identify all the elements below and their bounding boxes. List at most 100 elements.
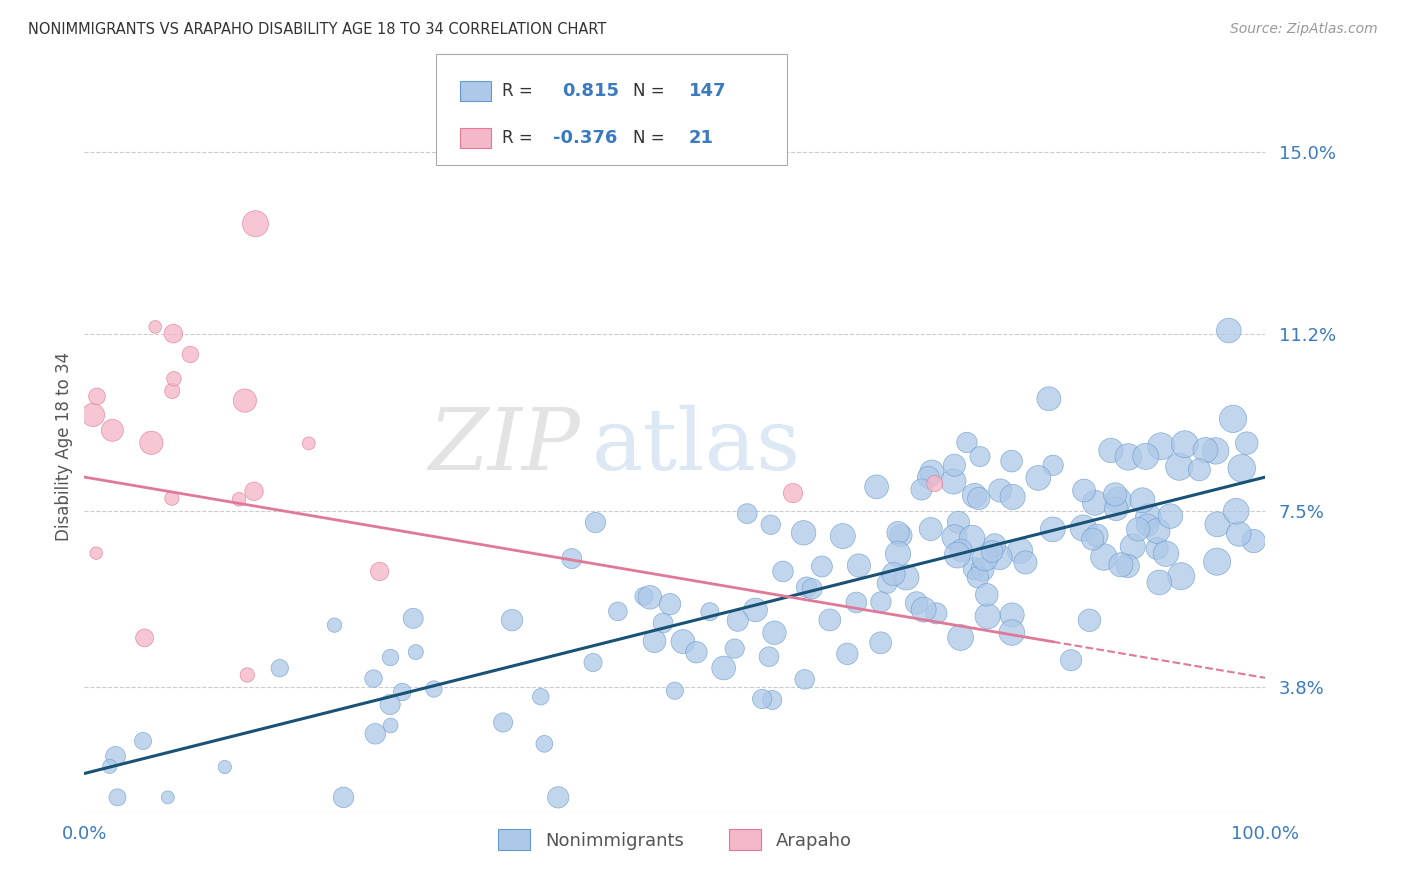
Point <box>1116 450 1139 464</box>
Point <box>1170 569 1192 583</box>
Point <box>896 570 918 584</box>
Point <box>865 480 887 494</box>
Point <box>530 690 553 704</box>
Point <box>735 507 758 521</box>
Point <box>887 547 910 561</box>
Point <box>1146 524 1168 538</box>
Point <box>1104 487 1126 501</box>
Point <box>1194 443 1216 458</box>
Point <box>156 790 179 805</box>
Point <box>1073 483 1095 498</box>
Point <box>1149 575 1171 590</box>
Point <box>245 217 267 231</box>
Point <box>1132 493 1154 508</box>
Point <box>402 611 425 625</box>
Point <box>659 597 682 611</box>
Point <box>972 563 994 577</box>
Point <box>876 576 898 591</box>
Point <box>848 558 870 573</box>
Point <box>1222 412 1244 426</box>
Point <box>160 491 183 506</box>
Point <box>585 516 607 530</box>
Point <box>943 458 966 473</box>
Point <box>547 790 569 805</box>
Point <box>925 607 948 621</box>
Point <box>1038 392 1060 406</box>
Point <box>772 565 794 579</box>
Point <box>1000 454 1022 468</box>
Point <box>163 372 186 386</box>
Point <box>672 634 695 648</box>
Point <box>1014 556 1036 570</box>
Point <box>143 319 166 334</box>
Point <box>1159 509 1181 524</box>
Point <box>380 718 402 732</box>
Point <box>606 604 628 618</box>
Point <box>1236 436 1258 450</box>
Point <box>1081 532 1104 546</box>
Text: N =: N = <box>633 82 664 100</box>
Point <box>214 760 236 774</box>
Point <box>988 550 1011 565</box>
Point <box>713 661 735 675</box>
Point <box>1078 613 1101 627</box>
Point <box>751 692 773 706</box>
Point <box>1026 471 1049 485</box>
Point <box>141 435 163 450</box>
Text: 0.815: 0.815 <box>562 82 620 100</box>
Point <box>1188 463 1211 477</box>
Point <box>1146 541 1168 556</box>
Point <box>269 661 291 675</box>
Text: N =: N = <box>633 129 664 147</box>
Point <box>910 483 932 497</box>
Point <box>1001 607 1024 622</box>
Point <box>1154 547 1177 561</box>
Point <box>501 613 523 627</box>
Point <box>917 470 939 484</box>
Point <box>492 715 515 730</box>
Point <box>233 393 256 408</box>
Text: 21: 21 <box>689 129 714 147</box>
Point <box>920 522 942 536</box>
Point <box>323 618 346 632</box>
Point <box>699 605 721 619</box>
Point <box>912 602 935 616</box>
Text: R =: R = <box>502 82 533 100</box>
Point <box>845 595 868 609</box>
Text: 147: 147 <box>689 82 727 100</box>
Point <box>1001 625 1024 640</box>
Y-axis label: Disability Age 18 to 34: Disability Age 18 to 34 <box>55 351 73 541</box>
Text: NONIMMIGRANTS VS ARAPAHO DISABILITY AGE 18 TO 34 CORRELATION CHART: NONIMMIGRANTS VS ARAPAHO DISABILITY AGE … <box>28 22 606 37</box>
Point <box>1107 493 1129 508</box>
Point <box>1042 458 1064 473</box>
Text: R =: R = <box>502 129 533 147</box>
Point <box>974 551 997 566</box>
Point <box>763 625 786 640</box>
Point <box>837 647 859 661</box>
Point <box>890 528 912 542</box>
Point <box>82 408 104 422</box>
Point <box>1085 528 1108 542</box>
Point <box>924 476 946 491</box>
Point <box>298 436 321 450</box>
Point <box>905 596 928 610</box>
Point <box>793 673 815 687</box>
Point <box>391 685 413 699</box>
Point <box>963 561 986 575</box>
Point <box>104 749 127 764</box>
Point <box>761 693 783 707</box>
Point <box>1136 518 1159 533</box>
Point <box>633 590 655 604</box>
Point <box>228 492 250 507</box>
Point <box>86 389 108 403</box>
Point <box>960 531 983 545</box>
Point <box>84 546 107 560</box>
Point <box>1010 543 1032 558</box>
Point <box>1218 324 1240 338</box>
Text: -0.376: -0.376 <box>553 129 617 147</box>
Point <box>101 423 124 437</box>
Point <box>179 347 201 361</box>
Point <box>378 698 401 712</box>
Point <box>1174 437 1197 451</box>
Point <box>364 727 387 741</box>
